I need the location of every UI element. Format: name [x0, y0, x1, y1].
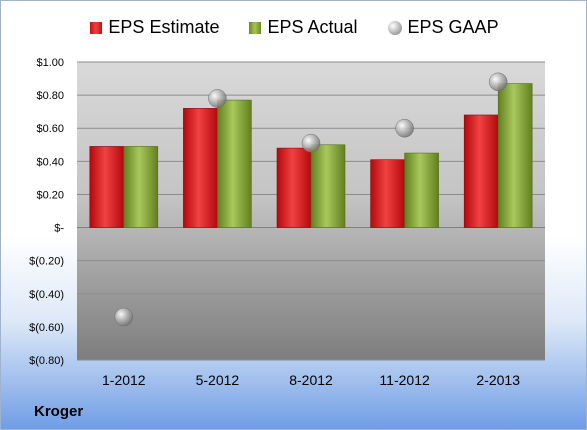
x-tick-label: 1-2012	[102, 372, 146, 388]
x-tick-label: 2-2013	[476, 372, 520, 388]
eps-actual-bar	[497, 83, 533, 228]
y-tick-label: $1.00	[36, 57, 64, 69]
y-tick-label: $0.60	[36, 123, 64, 135]
y-tick-label: $(0.20)	[29, 256, 64, 268]
eps-actual-bar	[217, 99, 252, 228]
legend-swatch-eps-gaap	[387, 20, 402, 35]
legend-swatch-eps-estimate	[90, 21, 103, 34]
y-tick-label: $(0.80)	[29, 355, 64, 367]
y-tick-label: $0.40	[36, 156, 64, 168]
eps-estimate-bar	[89, 146, 125, 228]
x-tick-label: 5-2012	[196, 372, 240, 388]
y-tick-label: $-	[54, 223, 64, 235]
company-name: Kroger	[34, 403, 84, 420]
eps-estimate-bar	[463, 114, 499, 228]
eps-estimate-bar	[370, 159, 405, 228]
eps-gaap-point	[114, 307, 134, 327]
x-tick-labels: 1-2012 5-2012 8-2012 11-2012 2-2013	[102, 372, 520, 388]
bars	[89, 83, 533, 228]
legend: EPS Estimate EPS Actual EPS GAAP	[1, 17, 586, 38]
legend-label-eps-gaap: EPS GAAP	[407, 17, 499, 37]
eps-gaap-point	[208, 89, 227, 108]
gaap-points	[114, 72, 508, 327]
y-tick-label: $0.80	[36, 90, 64, 102]
eps-actual-bar	[310, 144, 346, 228]
eps-actual-bar	[404, 152, 439, 228]
legend-swatch-eps-actual	[249, 21, 262, 34]
y-tick-labels: $1.00 $0.80 $0.60 $0.40 $0.20 $- $(0.20) $(0.40…	[29, 57, 64, 367]
eps-gaap-point	[301, 133, 321, 153]
legend-label-eps-estimate: EPS Estimate	[108, 17, 220, 37]
eps-estimate-bar	[276, 147, 312, 228]
eps-actual-bar	[123, 146, 159, 228]
legend-item-eps-actual: EPS Actual	[249, 17, 358, 38]
y-tick-label: $(0.60)	[29, 322, 64, 334]
eps-gaap-point	[395, 118, 414, 138]
legend-item-eps-gaap: EPS GAAP	[387, 17, 499, 38]
x-tick-label: 11-2012	[379, 372, 430, 388]
eps-gaap-point	[488, 72, 508, 92]
legend-label-eps-actual: EPS Actual	[267, 17, 358, 37]
y-tick-label: $(0.40)	[29, 289, 64, 301]
y-tick-label: $0.20	[36, 189, 64, 201]
x-tick-label: 8-2012	[289, 372, 333, 388]
legend-item-eps-estimate: EPS Estimate	[90, 17, 219, 38]
eps-estimate-bar	[183, 108, 218, 228]
